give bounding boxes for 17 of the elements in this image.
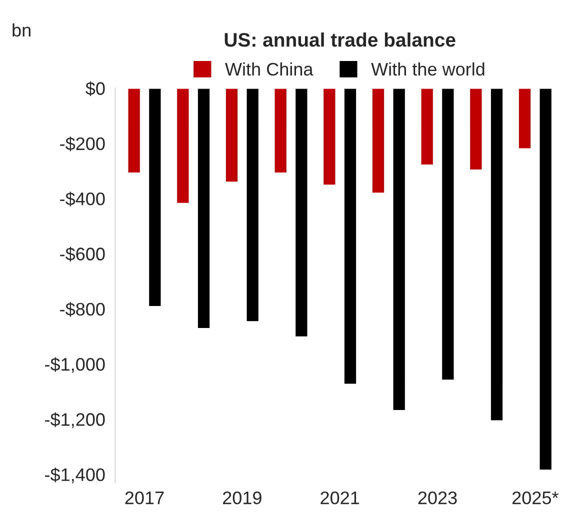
x-tick-label: 2019 [223,491,262,504]
chart-title: US: annual trade balance [224,32,456,47]
y-tick-label: $0 [86,81,105,96]
y-tick-label: -$1,400 [45,468,105,484]
y-tick-label: -$1,000 [45,357,105,373]
x-tick-label: 2023 [418,491,457,504]
x-tick-label: 2021 [320,491,360,504]
y-tick-label: -$400 [60,192,105,206]
legend-label: With the world [371,62,484,76]
y-axis-title: bn [12,23,30,37]
legend-label: With China [225,62,314,76]
y-tick-label: -$800 [60,302,105,317]
y-tick-label: -$600 [60,246,105,262]
x-tick-label: 2025* [512,491,558,504]
y-tick-label: -$1,200 [45,412,105,428]
x-tick-label: 2017 [125,491,164,504]
y-tick-label: -$200 [60,136,105,152]
